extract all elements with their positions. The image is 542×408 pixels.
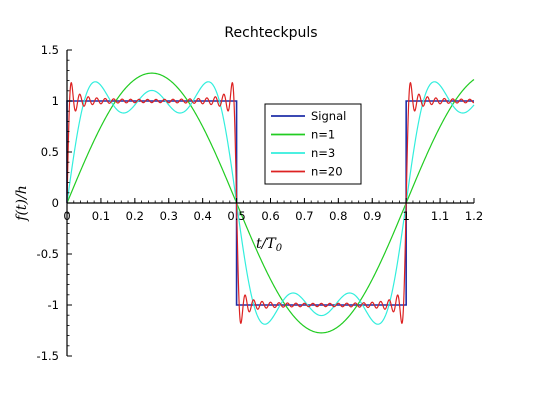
x-tick-label: 0 <box>63 209 70 223</box>
y-tick-label: -0.5 <box>37 247 59 261</box>
legend: Signal n=1 n=3 n=20 <box>264 103 362 185</box>
x-axis-label-sub: 0 <box>276 243 283 254</box>
y-tick-label: 1 <box>52 94 59 108</box>
x-axis-label: t/T0 <box>256 236 283 254</box>
x-tick-label: 1.1 <box>431 209 449 223</box>
x-tick-label: 0.2 <box>126 209 144 223</box>
x-tick-label: 0.1 <box>92 209 110 223</box>
axes: 1.5 1 0.5 0 -0.5 -1 -1.5 0 0.1 0.2 0.3 0.4 0.5 0.6 0.7… <box>37 43 484 363</box>
y-tick-label: -1.5 <box>37 349 59 363</box>
x-tick-label: 0.5 <box>227 209 245 223</box>
y-tick-label: 0 <box>52 196 59 210</box>
y-tick-label: -1 <box>48 298 59 312</box>
legend-entry: n=20 <box>311 165 343 179</box>
x-tick-label: 0.3 <box>160 209 178 223</box>
x-tick-label: 0.4 <box>194 209 212 223</box>
x-tick-label: 0.7 <box>295 209 313 223</box>
x-tick-label: 1.2 <box>465 209 483 223</box>
legend-entry: Signal <box>311 109 346 123</box>
y-axis-label: f(t)/h <box>14 185 30 221</box>
x-tick-label: 0.8 <box>329 209 347 223</box>
y-tick-label: 0.5 <box>41 145 59 159</box>
x-tick-label: 1 <box>403 209 410 223</box>
legend-entry: n=3 <box>311 146 335 160</box>
y-tick-label: 1.5 <box>41 43 59 57</box>
x-tick-label: 0.9 <box>363 209 381 223</box>
chart-title: Rechteckpuls <box>224 25 317 41</box>
legend-entry: n=1 <box>311 128 335 142</box>
x-tick-label: 0.6 <box>261 209 279 223</box>
x-axis-label-main: t/T <box>256 236 277 252</box>
